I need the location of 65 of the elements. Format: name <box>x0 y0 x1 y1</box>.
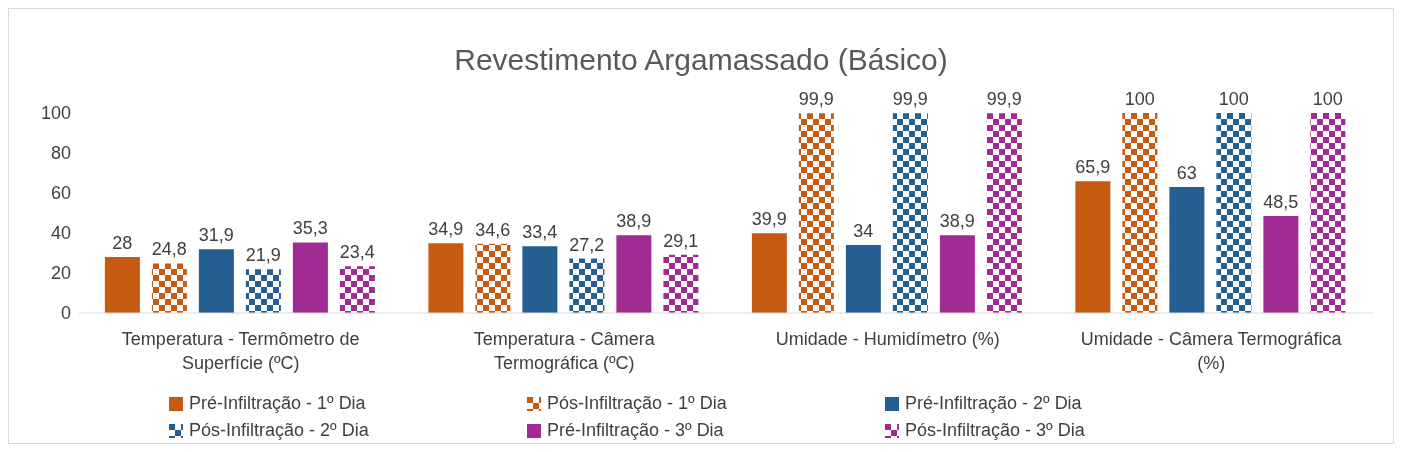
bar <box>104 257 140 313</box>
bar <box>1169 187 1205 313</box>
data-label: 39,9 <box>751 209 787 230</box>
bar <box>151 263 187 313</box>
legend-label: Pós-Infiltração - 2º Dia <box>189 420 369 441</box>
bar <box>292 242 328 313</box>
legend-label: Pós-Infiltração - 1º Dia <box>547 393 727 414</box>
data-label: 33,4 <box>522 222 558 243</box>
x-tick-label: Umidade - Humidímetro (%) <box>775 329 1000 349</box>
data-label: 34,9 <box>428 219 464 240</box>
data-label: 38,9 <box>616 211 652 232</box>
y-tick-label: 0 <box>60 303 71 324</box>
data-label: 23,4 <box>339 242 375 263</box>
data-label: 24,8 <box>151 239 187 260</box>
bar <box>339 266 375 313</box>
x-tick-label: Temperatura - Câmera Termográfica (ºC) <box>473 329 656 373</box>
bar <box>245 269 281 313</box>
bar <box>1122 113 1158 313</box>
data-label: 28 <box>112 233 133 253</box>
bar <box>1310 113 1346 313</box>
data-label: 100 <box>1312 89 1343 109</box>
data-label: 29,1 <box>663 230 699 251</box>
data-label: 63 <box>1176 163 1197 183</box>
x-tick-label: Temperatura - Termômetro de Superfície (ºC) <box>121 329 360 373</box>
bar <box>616 235 652 313</box>
data-label: 100 <box>1124 89 1155 109</box>
y-tick-label: 100 <box>40 103 71 124</box>
bar <box>569 258 605 313</box>
legend-label: Pré-Infiltração - 1º Dia <box>189 393 366 414</box>
chart-title: Revestimento Argamassado (Básico) <box>453 42 949 78</box>
bar <box>1075 181 1111 313</box>
data-label: 100 <box>1218 89 1249 109</box>
bar <box>522 246 558 313</box>
data-label: 99,9 <box>892 89 928 110</box>
bar <box>428 243 464 313</box>
data-label: 34 <box>853 221 874 241</box>
data-label: 27,2 <box>569 234 605 255</box>
y-tick-label: 40 <box>50 223 71 244</box>
bar <box>663 254 699 313</box>
bar <box>475 243 511 313</box>
data-label: 35,3 <box>292 218 328 239</box>
data-label: 38,9 <box>939 211 975 232</box>
data-label: 48,5 <box>1263 192 1299 212</box>
data-label: 99,9 <box>986 89 1022 110</box>
y-tick-label: 20 <box>50 263 71 284</box>
bar <box>1263 216 1299 313</box>
bar <box>892 113 928 313</box>
bar <box>1216 113 1252 313</box>
y-tick-label: 60 <box>50 183 71 204</box>
bar <box>845 245 881 313</box>
legend-label: Pós-Infiltração - 3º Dia <box>905 420 1085 441</box>
y-tick-label: 80 <box>50 143 71 164</box>
legend-label: Pré-Infiltração - 3º Dia <box>547 420 724 441</box>
bar <box>986 113 1022 313</box>
bar <box>198 249 234 313</box>
data-label: 31,9 <box>198 225 234 246</box>
bar <box>751 233 787 313</box>
data-label: 65,9 <box>1075 157 1111 178</box>
data-label: 21,9 <box>245 245 281 266</box>
legend-label: Pré-Infiltração - 2º Dia <box>905 393 1082 414</box>
data-label: 34,6 <box>475 219 511 240</box>
bar <box>939 235 975 313</box>
x-tick-label: Umidade - Câmera Termográfica (%) <box>1080 329 1343 373</box>
data-label: 99,9 <box>798 89 834 110</box>
bar <box>798 113 834 313</box>
